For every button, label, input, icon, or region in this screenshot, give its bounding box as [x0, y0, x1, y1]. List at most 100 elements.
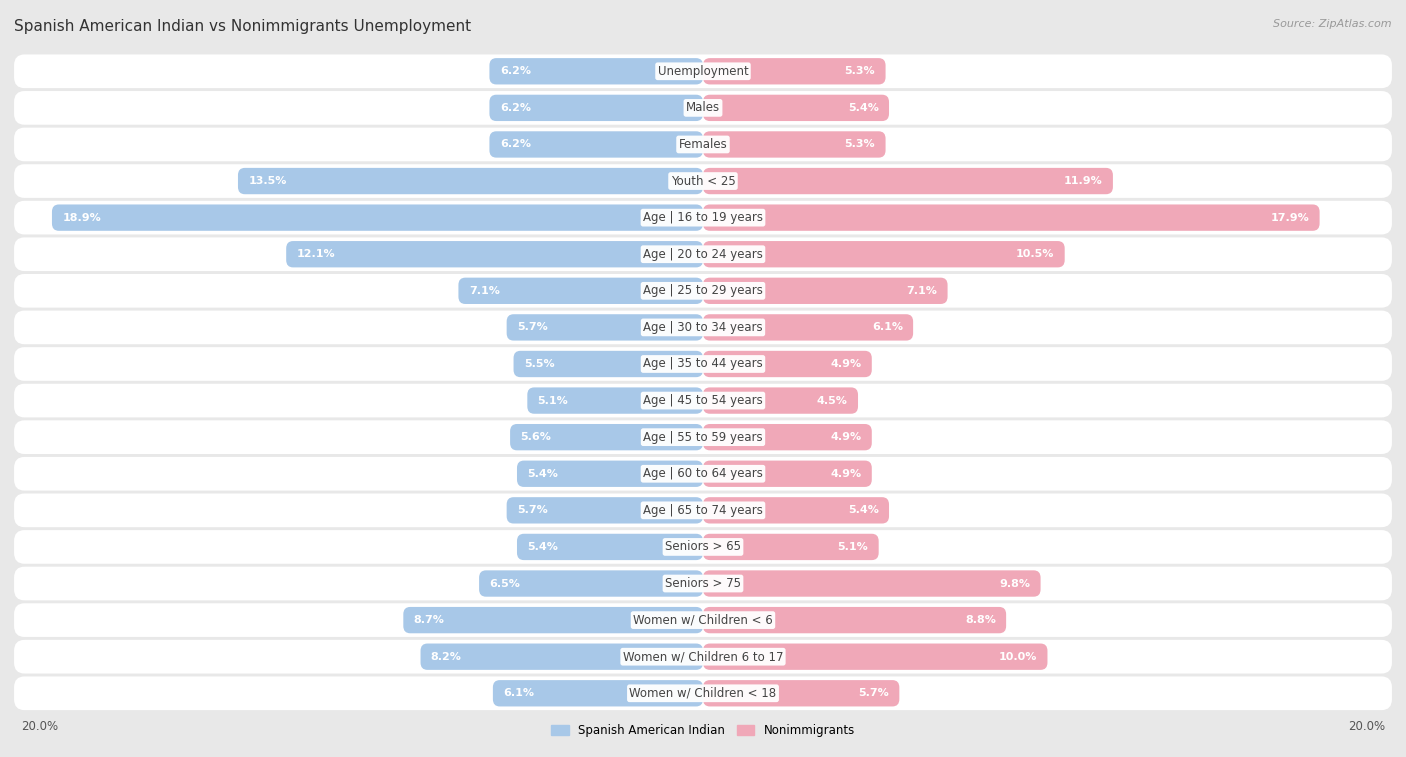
Text: 8.2%: 8.2% — [430, 652, 461, 662]
Text: 5.4%: 5.4% — [848, 103, 879, 113]
Text: 7.1%: 7.1% — [907, 286, 938, 296]
Text: 7.1%: 7.1% — [468, 286, 499, 296]
Text: Women w/ Children < 6: Women w/ Children < 6 — [633, 614, 773, 627]
FancyBboxPatch shape — [510, 424, 703, 450]
FancyBboxPatch shape — [14, 677, 1392, 710]
Text: Females: Females — [679, 138, 727, 151]
Text: 5.7%: 5.7% — [517, 322, 548, 332]
Text: 6.2%: 6.2% — [499, 139, 530, 149]
FancyBboxPatch shape — [489, 58, 703, 85]
FancyBboxPatch shape — [404, 607, 703, 634]
Text: 5.3%: 5.3% — [845, 139, 875, 149]
FancyBboxPatch shape — [420, 643, 703, 670]
Text: 4.9%: 4.9% — [831, 469, 862, 478]
FancyBboxPatch shape — [703, 314, 912, 341]
FancyBboxPatch shape — [703, 168, 1114, 195]
FancyBboxPatch shape — [494, 680, 703, 706]
FancyBboxPatch shape — [52, 204, 703, 231]
Text: Age | 30 to 34 years: Age | 30 to 34 years — [643, 321, 763, 334]
Text: 6.2%: 6.2% — [499, 67, 530, 76]
Text: 4.9%: 4.9% — [831, 359, 862, 369]
Text: Age | 20 to 24 years: Age | 20 to 24 years — [643, 248, 763, 260]
FancyBboxPatch shape — [287, 241, 703, 267]
Text: 4.9%: 4.9% — [831, 432, 862, 442]
Text: Source: ZipAtlas.com: Source: ZipAtlas.com — [1274, 19, 1392, 29]
FancyBboxPatch shape — [703, 131, 886, 157]
Text: Women w/ Children 6 to 17: Women w/ Children 6 to 17 — [623, 650, 783, 663]
Text: 17.9%: 17.9% — [1271, 213, 1309, 223]
Text: Seniors > 65: Seniors > 65 — [665, 540, 741, 553]
Text: 5.5%: 5.5% — [524, 359, 554, 369]
Text: Males: Males — [686, 101, 720, 114]
FancyBboxPatch shape — [517, 460, 703, 487]
FancyBboxPatch shape — [238, 168, 703, 195]
FancyBboxPatch shape — [703, 607, 1007, 634]
FancyBboxPatch shape — [703, 95, 889, 121]
Text: 5.7%: 5.7% — [858, 688, 889, 698]
FancyBboxPatch shape — [14, 420, 1392, 454]
Text: 5.3%: 5.3% — [845, 67, 875, 76]
FancyBboxPatch shape — [14, 201, 1392, 235]
FancyBboxPatch shape — [703, 278, 948, 304]
Text: Age | 16 to 19 years: Age | 16 to 19 years — [643, 211, 763, 224]
FancyBboxPatch shape — [458, 278, 703, 304]
FancyBboxPatch shape — [14, 238, 1392, 271]
Text: 10.0%: 10.0% — [998, 652, 1038, 662]
Text: 6.2%: 6.2% — [499, 103, 530, 113]
Text: 6.1%: 6.1% — [872, 322, 903, 332]
Text: Spanish American Indian vs Nonimmigrants Unemployment: Spanish American Indian vs Nonimmigrants… — [14, 19, 471, 34]
FancyBboxPatch shape — [703, 680, 900, 706]
Text: 5.7%: 5.7% — [517, 506, 548, 516]
FancyBboxPatch shape — [506, 314, 703, 341]
FancyBboxPatch shape — [14, 494, 1392, 527]
Text: Age | 45 to 54 years: Age | 45 to 54 years — [643, 394, 763, 407]
Text: 6.5%: 6.5% — [489, 578, 520, 588]
FancyBboxPatch shape — [703, 570, 1040, 597]
Text: 9.8%: 9.8% — [1000, 578, 1031, 588]
FancyBboxPatch shape — [703, 424, 872, 450]
Text: 8.8%: 8.8% — [965, 615, 995, 625]
FancyBboxPatch shape — [703, 534, 879, 560]
Text: 20.0%: 20.0% — [1348, 720, 1385, 733]
FancyBboxPatch shape — [14, 457, 1392, 491]
FancyBboxPatch shape — [489, 131, 703, 157]
Text: 4.5%: 4.5% — [817, 396, 848, 406]
FancyBboxPatch shape — [14, 310, 1392, 344]
FancyBboxPatch shape — [14, 55, 1392, 88]
FancyBboxPatch shape — [479, 570, 703, 597]
FancyBboxPatch shape — [14, 384, 1392, 417]
Text: Unemployment: Unemployment — [658, 65, 748, 78]
FancyBboxPatch shape — [14, 274, 1392, 307]
Text: 18.9%: 18.9% — [62, 213, 101, 223]
FancyBboxPatch shape — [14, 640, 1392, 674]
Text: 5.4%: 5.4% — [527, 469, 558, 478]
FancyBboxPatch shape — [703, 388, 858, 414]
FancyBboxPatch shape — [703, 497, 889, 524]
Text: 20.0%: 20.0% — [21, 720, 58, 733]
Text: 5.1%: 5.1% — [537, 396, 568, 406]
Text: 11.9%: 11.9% — [1064, 176, 1102, 186]
FancyBboxPatch shape — [517, 534, 703, 560]
Text: Seniors > 75: Seniors > 75 — [665, 577, 741, 590]
Text: Age | 60 to 64 years: Age | 60 to 64 years — [643, 467, 763, 480]
FancyBboxPatch shape — [14, 603, 1392, 637]
Text: 12.1%: 12.1% — [297, 249, 335, 259]
Text: Youth < 25: Youth < 25 — [671, 175, 735, 188]
Text: Age | 65 to 74 years: Age | 65 to 74 years — [643, 504, 763, 517]
Text: 5.1%: 5.1% — [838, 542, 869, 552]
Text: Age | 55 to 59 years: Age | 55 to 59 years — [643, 431, 763, 444]
Text: 5.4%: 5.4% — [848, 506, 879, 516]
FancyBboxPatch shape — [703, 241, 1064, 267]
FancyBboxPatch shape — [703, 350, 872, 377]
Text: 8.7%: 8.7% — [413, 615, 444, 625]
FancyBboxPatch shape — [513, 350, 703, 377]
FancyBboxPatch shape — [14, 347, 1392, 381]
Text: Age | 25 to 29 years: Age | 25 to 29 years — [643, 285, 763, 298]
FancyBboxPatch shape — [14, 567, 1392, 600]
Text: Women w/ Children < 18: Women w/ Children < 18 — [630, 687, 776, 699]
FancyBboxPatch shape — [703, 643, 1047, 670]
Text: 5.4%: 5.4% — [527, 542, 558, 552]
FancyBboxPatch shape — [14, 530, 1392, 564]
Text: 5.6%: 5.6% — [520, 432, 551, 442]
FancyBboxPatch shape — [14, 128, 1392, 161]
